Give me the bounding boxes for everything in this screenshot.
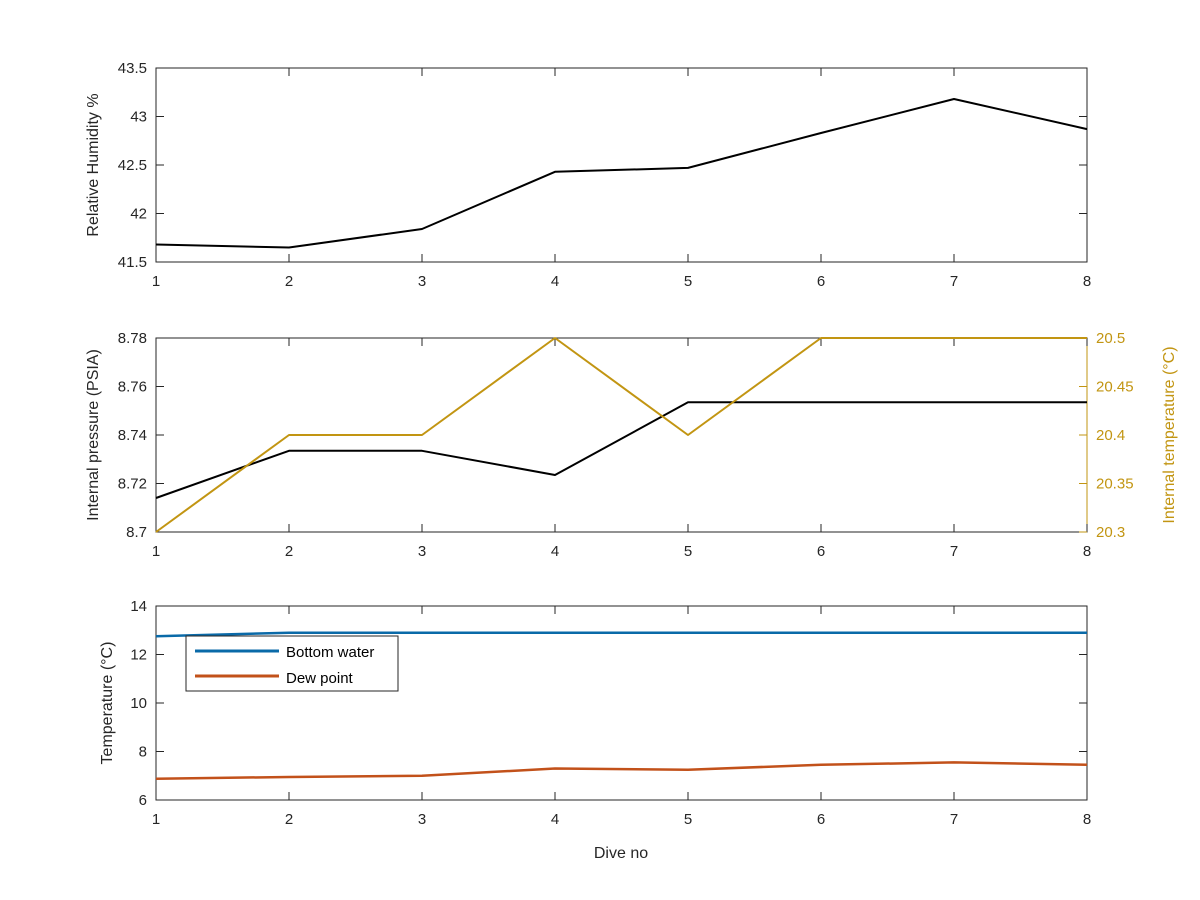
x-tick-label-5: 5 xyxy=(684,543,692,560)
y-tick-label-42: 42 xyxy=(130,206,147,223)
temperature-y-ticks: 6 8 10 12 14 xyxy=(130,598,1087,809)
x-tick-label-6: 6 xyxy=(817,273,825,290)
x-tick-label-4: 4 xyxy=(551,273,559,290)
y-tick-label-42-5: 42.5 xyxy=(118,157,147,174)
temperature-y-axis-label: Temperature (°C) xyxy=(99,642,116,765)
right-y-tick-label-20-5: 20.5 xyxy=(1096,330,1125,347)
internal-temperature-y-axis-label: Internal temperature (°C) xyxy=(1161,346,1178,523)
legend-label-bottom-water: Bottom water xyxy=(286,644,374,661)
x-tick-label-8: 8 xyxy=(1083,543,1091,560)
series-line-2-1 xyxy=(155,401,1087,499)
humidity-lines xyxy=(155,98,1088,249)
temperature-plot-frame xyxy=(155,605,1088,801)
x-tick-label-4: 4 xyxy=(551,811,559,828)
x-tick-label-7: 7 xyxy=(950,811,958,828)
x-tick-label-8: 8 xyxy=(1083,811,1091,828)
x-tick-label-3: 3 xyxy=(418,543,426,560)
pressure-y-ticks: 8.7 8.72 8.74 8.76 8.78 xyxy=(118,330,164,541)
x-tick-label-2: 2 xyxy=(285,273,293,290)
x-tick-label-5: 5 xyxy=(684,273,692,290)
humidity-plot-frame xyxy=(155,67,1088,263)
x-tick-label-6: 6 xyxy=(817,811,825,828)
y-tick-label-8-7: 8.7 xyxy=(126,524,147,541)
pressure-y-axis-label: Internal pressure (PSIA) xyxy=(85,349,102,521)
x-tick-label-7: 7 xyxy=(950,543,958,560)
legend-label-dew-point: Dew point xyxy=(286,670,354,687)
humidity-y-ticks: 41.5 42 42.5 43 43.5 xyxy=(118,60,1087,271)
pressure-x-ticks: 1 2 3 4 5 6 7 8 xyxy=(152,338,1091,560)
series-line-dew-point xyxy=(155,761,1088,780)
internal-temperature-y-ticks: 20.3 20.35 20.4 20.45 20.5 xyxy=(1079,330,1134,541)
series-line-1-1 xyxy=(155,98,1088,249)
y-tick-label-41-5: 41.5 xyxy=(118,254,147,271)
y-tick-label-8-76: 8.76 xyxy=(118,379,147,396)
x-tick-label-3: 3 xyxy=(418,811,426,828)
y-tick-label-8-78: 8.78 xyxy=(118,330,147,347)
right-y-tick-label-20-4: 20.4 xyxy=(1096,427,1125,444)
right-y-tick-label-20-3: 20.3 xyxy=(1096,524,1125,541)
x-tick-label-7: 7 xyxy=(950,273,958,290)
x-axis-label: Dive no xyxy=(594,845,648,862)
x-tick-label-6: 6 xyxy=(817,543,825,560)
x-tick-label-5: 5 xyxy=(684,811,692,828)
humidity-y-axis-label: Relative Humidity % xyxy=(85,93,102,236)
y-tick-label-8-72: 8.72 xyxy=(118,476,147,493)
y-tick-label-8-74: 8.74 xyxy=(118,427,147,444)
x-tick-label-4: 4 xyxy=(551,543,559,560)
y-tick-label-43-5: 43.5 xyxy=(118,60,147,77)
x-tick-label-8: 8 xyxy=(1083,273,1091,290)
humidity-x-ticks: 1 2 3 4 5 6 7 8 xyxy=(152,68,1091,290)
x-tick-label-3: 3 xyxy=(418,273,426,290)
x-tick-label-2: 2 xyxy=(285,543,293,560)
x-tick-label-1: 1 xyxy=(152,273,160,290)
y-tick-label-10: 10 xyxy=(130,695,147,712)
y-tick-label-12: 12 xyxy=(130,647,147,664)
series-line-2-2 xyxy=(155,337,1087,533)
y-tick-label-14: 14 xyxy=(130,598,147,615)
x-tick-label-1: 1 xyxy=(152,543,160,560)
y-tick-label-8: 8 xyxy=(139,744,147,761)
series-line-bottom-water xyxy=(155,631,1087,638)
humidity-panel: 1 2 3 4 5 6 7 8 41.5 42 42.5 43 43.5 Relative Humid… xyxy=(85,60,1091,290)
x-tick-label-1: 1 xyxy=(152,811,160,828)
temperature-lines xyxy=(155,631,1088,780)
x-tick-label-2: 2 xyxy=(285,811,293,828)
pressure-temperature-lines xyxy=(155,337,1087,533)
legend: Bottom water Dew point xyxy=(185,635,399,692)
y-tick-label-43: 43 xyxy=(130,109,147,126)
legend-box xyxy=(185,635,399,692)
right-y-tick-label-20-35: 20.35 xyxy=(1096,476,1134,493)
y-tick-label-6: 6 xyxy=(139,792,147,809)
right-y-tick-label-20-45: 20.45 xyxy=(1096,379,1134,396)
temperature-x-ticks: 1 2 3 4 5 6 7 8 xyxy=(152,606,1091,828)
